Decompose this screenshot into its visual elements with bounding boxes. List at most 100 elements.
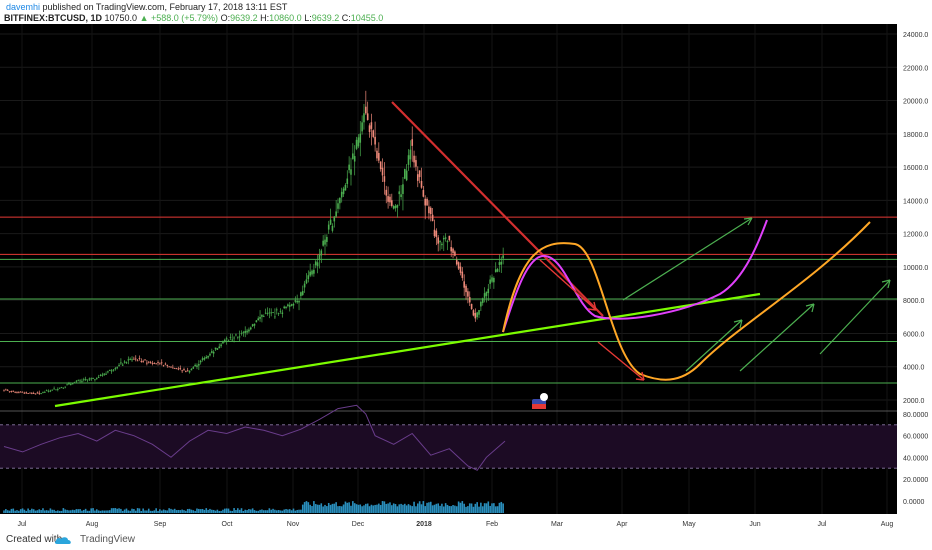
publish-info: published on TradingView.com, February 1… xyxy=(42,2,288,12)
candle-body xyxy=(411,139,414,146)
price-tick-label: 16000.0 xyxy=(903,165,928,172)
candle-body xyxy=(231,339,234,341)
time-axis: Jul Aug Sep Oct Nov Dec 2018 Feb Mar Apr May Jun Jul… xyxy=(0,514,897,530)
volume-bar xyxy=(452,505,454,513)
candle-body xyxy=(42,392,44,393)
volume-bar xyxy=(335,502,337,513)
volume-bar xyxy=(378,503,380,513)
high-value: 10860.0 xyxy=(269,13,302,23)
candle-body xyxy=(318,254,321,260)
candle-body xyxy=(274,316,276,318)
volume-bar xyxy=(346,502,349,513)
volume-bar xyxy=(105,510,107,513)
volume-bar xyxy=(257,510,260,513)
support-trendline[interactable] xyxy=(54,292,761,408)
candle-body xyxy=(218,346,221,349)
candle-body xyxy=(101,374,104,376)
volume-bar xyxy=(251,508,254,513)
volume-bar xyxy=(120,508,122,513)
volume-bar xyxy=(500,501,503,513)
volume-bar xyxy=(212,509,215,513)
candle-body xyxy=(249,327,252,330)
volume-bar xyxy=(173,508,176,513)
time-tick-label: Feb xyxy=(486,521,498,528)
rsi-tick-label: 40.0000 xyxy=(903,455,928,462)
volume-bar xyxy=(21,508,24,513)
drawings[interactable] xyxy=(54,101,891,408)
green-arrow-1-shaft[interactable] xyxy=(622,217,753,301)
volume-bar xyxy=(42,508,44,513)
tradingview-brand[interactable]: TradingView xyxy=(80,534,136,545)
volume-bar xyxy=(179,510,182,513)
candle-body xyxy=(416,174,419,181)
red-arrow-2-head xyxy=(635,371,645,381)
candle-body xyxy=(439,240,441,243)
red-arrow-2-shaft[interactable] xyxy=(597,341,645,381)
candle-body xyxy=(383,176,386,182)
volume-bar xyxy=(5,509,7,513)
magenta-projection[interactable] xyxy=(502,219,768,333)
green-arrow-2-shaft[interactable] xyxy=(685,319,743,372)
candle-body xyxy=(463,281,465,288)
green-arrow-3-shaft[interactable] xyxy=(739,303,815,372)
volume-bar xyxy=(99,510,102,513)
volume-bar xyxy=(268,508,271,513)
flag-marker[interactable] xyxy=(532,393,548,409)
candle-body xyxy=(68,383,70,385)
volume-bar xyxy=(303,502,306,513)
candle-body xyxy=(183,369,185,370)
green-arrow-4-shaft[interactable] xyxy=(819,279,891,355)
candle-body xyxy=(225,338,228,340)
volume-bar xyxy=(140,510,143,513)
candle-body xyxy=(368,125,371,133)
volume-bar xyxy=(428,502,430,513)
candle-body xyxy=(82,379,85,381)
orange-projection[interactable] xyxy=(502,221,871,381)
volume-bar xyxy=(68,510,70,513)
red-arrow-1-shaft[interactable] xyxy=(539,259,597,311)
candle-body xyxy=(140,361,143,362)
candle-body xyxy=(301,291,304,295)
volume-bar xyxy=(207,509,209,513)
red-arrow-1-head xyxy=(587,301,597,311)
candle-body xyxy=(355,139,358,149)
volume-bar xyxy=(474,503,477,513)
volume-bar xyxy=(429,501,432,513)
candle-body xyxy=(112,369,115,371)
volume-bar xyxy=(370,504,373,513)
candle-body xyxy=(457,262,460,269)
time-tick-label: Apr xyxy=(617,521,629,528)
volume-bar xyxy=(455,506,458,513)
price-chart[interactable]: 12993.910750.010455.08070.45516.93022.2 … xyxy=(0,24,932,530)
volume-bar xyxy=(281,510,284,513)
volume-bar xyxy=(88,510,91,513)
candle-body xyxy=(5,389,7,391)
candle-body xyxy=(105,373,107,375)
candle-body xyxy=(53,388,55,390)
candle-body xyxy=(292,303,295,306)
candle-body xyxy=(365,106,367,114)
volume-bar xyxy=(211,509,213,513)
candle-body xyxy=(303,283,306,288)
volume-bar xyxy=(468,503,471,513)
volume-bar xyxy=(329,504,332,513)
candle-body xyxy=(45,390,48,392)
volume-bar xyxy=(311,506,313,513)
author-link[interactable]: davemhi xyxy=(6,2,41,12)
volume-bar xyxy=(483,503,486,513)
candle-body xyxy=(441,243,443,246)
candle-body xyxy=(16,392,18,393)
time-tick-label: Jul xyxy=(18,521,27,528)
candle-body xyxy=(374,136,376,145)
volume-bar xyxy=(413,501,415,513)
symbol-name[interactable]: BITFINEX:BTCUSD, 1D xyxy=(4,13,103,23)
volume-bar xyxy=(125,508,128,513)
candle-body xyxy=(442,237,445,240)
candle-body xyxy=(179,368,182,370)
candle-body xyxy=(172,367,174,369)
candle-body xyxy=(307,275,310,280)
candle-body xyxy=(431,214,434,222)
candle-body xyxy=(238,336,241,338)
candle-body xyxy=(409,149,412,160)
volume-bar xyxy=(175,510,178,513)
